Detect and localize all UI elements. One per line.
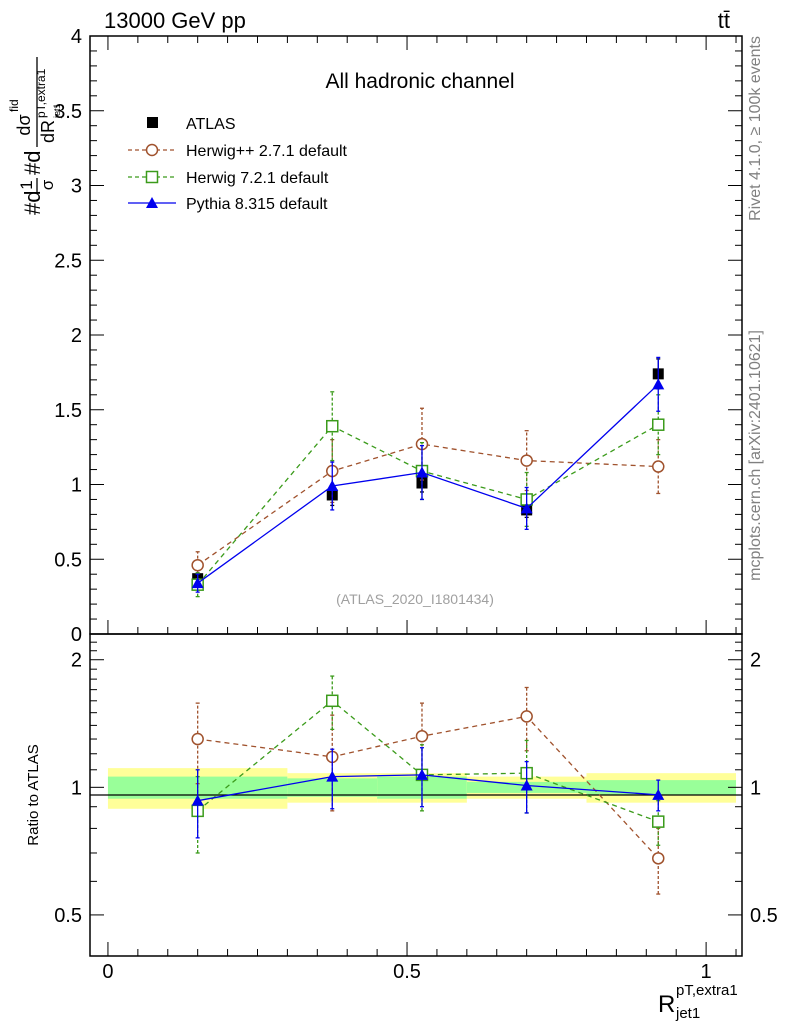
ratio-y-tick-label-right: 0.5 — [750, 905, 778, 927]
analysis-id-label: (ATLAS_2020_I1801434) — [336, 591, 494, 607]
pythia-ratio-point — [191, 794, 204, 806]
y-label-frac1-num: 1 — [17, 180, 36, 189]
y-tick-label: 4 — [71, 26, 82, 48]
herwig7-ratio-point — [326, 694, 339, 708]
herwigpp-ratio-point — [520, 710, 533, 723]
herwigpp-ratio-point — [652, 852, 665, 865]
ratio-y-tick-label: 1 — [71, 777, 82, 799]
herwigpp-point — [191, 558, 204, 572]
pythia-ratio-point — [326, 770, 339, 782]
y-label-frac2-sup: fid — [7, 99, 21, 112]
y-tick-label: 0.5 — [54, 549, 82, 571]
rivet-version-label: Rivet 4.1.0, ≥ 100k events — [747, 36, 764, 221]
legend-herwig7-marker — [145, 170, 159, 184]
y-label-frac2-den: dR — [38, 120, 58, 143]
x-axis-label: R pT,extra1 jet1 — [658, 982, 738, 1022]
y-label-frac2-den-sub: jet1 — [52, 103, 62, 119]
pythia-point — [326, 479, 339, 491]
y-tick-label: 3 — [71, 176, 82, 198]
mcplots-label: mcplots.cern.ch [arXiv:2401.10621] — [747, 330, 764, 581]
ratio-y-axis-label: Ratio to ATLAS — [25, 744, 42, 845]
pythia-ratio-point — [652, 788, 665, 800]
channel-label: All hadronic channel — [325, 70, 514, 93]
herwigpp-line — [197, 443, 659, 566]
ratio-y-tick-label-right: 2 — [750, 650, 761, 672]
ratio-y-tick-label: 2 — [71, 650, 82, 672]
y-tick-label: 1 — [71, 475, 82, 497]
process-label: tt̄ — [718, 8, 730, 33]
y-axis-label: #d 1 σ #d dσ fid dR pT,extra1 jet1 — [7, 57, 62, 215]
pythia-ratio-point — [520, 779, 533, 791]
pythia-ratio-point — [415, 768, 428, 780]
herwigpp-point — [520, 454, 533, 467]
pythia-point — [415, 466, 428, 478]
x-label-sub: jet1 — [675, 1005, 700, 1022]
legend-atlas-label: ATLAS — [186, 116, 236, 133]
legend-herwig7-label: Herwig 7.2.1 default — [186, 170, 329, 187]
y-label-d2: #d — [20, 151, 45, 175]
herwigpp-ratio-point — [191, 732, 204, 746]
x-label-sup: pT,extra1 — [676, 982, 738, 999]
legend-atlas-marker — [147, 117, 158, 128]
herwig7-point — [652, 418, 665, 431]
y-tick-label: 1.5 — [54, 400, 82, 422]
pythia-point — [520, 502, 533, 514]
x-tick-label: 1 — [701, 961, 712, 983]
y-tick-label: 0 — [71, 624, 82, 646]
herwigpp-ratio-point — [415, 729, 429, 743]
y-label-frac2-num: dσ — [14, 114, 34, 135]
herwig7-ratio-point — [652, 815, 665, 828]
legend-pythia-marker — [146, 197, 158, 208]
ratio-y-tick-label-right: 1 — [750, 777, 761, 799]
x-label-base: R — [658, 991, 675, 1018]
y-tick-label: 2 — [71, 325, 82, 347]
pythia-line — [197, 383, 659, 584]
y-label-d1: #d — [20, 191, 45, 215]
legend-herwigpp-marker — [145, 143, 159, 157]
collision-energy-label: 13000 GeV pp — [104, 8, 246, 33]
ratio-y-tick-label: 0.5 — [54, 905, 82, 927]
herwig7-point — [326, 419, 339, 433]
pythia-point — [191, 577, 204, 589]
herwigpp-point — [652, 460, 665, 473]
y-tick-label: 2.5 — [54, 250, 82, 272]
band-inner-segment — [586, 780, 737, 795]
legend-pythia-label: Pythia 8.315 default — [186, 196, 328, 213]
y-tick-label: 3.5 — [54, 101, 82, 123]
legend: ATLAS Herwig++ 2.7.1 default Herwig 7.2.… — [128, 116, 348, 213]
legend-herwigpp-label: Herwig++ 2.7.1 default — [186, 143, 348, 160]
pythia-point — [652, 378, 665, 390]
x-tick-label: 0 — [102, 961, 113, 983]
x-tick-label: 0.5 — [393, 961, 421, 983]
y-label-frac1-den: σ — [38, 179, 57, 190]
y-label-frac2-den-sup: pT,extra1 — [34, 68, 48, 118]
